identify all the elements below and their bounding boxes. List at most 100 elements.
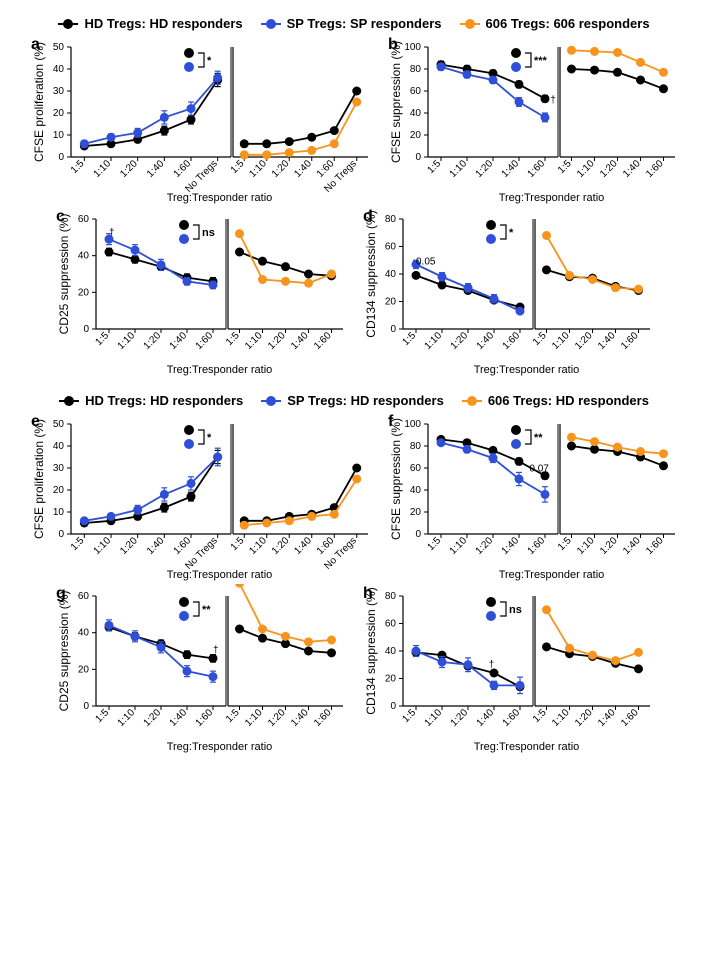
svg-text:30: 30 <box>53 86 65 97</box>
significance-label: ns <box>509 604 522 616</box>
x-axis-label: Treg:Tresponder ratio <box>167 192 273 204</box>
legend-label: HD Tregs: HD responders <box>84 16 242 31</box>
x-tick-label: 1:60 <box>172 158 194 180</box>
x-axis-label: Treg:Tresponder ratio <box>474 741 580 753</box>
legend-label: SP Tregs: SP responders <box>287 16 442 31</box>
x-tick-label: 1:40 <box>475 330 497 352</box>
y-axis-label: CD25 suppression (%) <box>57 214 71 335</box>
svg-text:0: 0 <box>83 701 89 712</box>
svg-text:60: 60 <box>410 463 422 474</box>
x-tick-label: 1:10 <box>575 535 597 557</box>
svg-text:40: 40 <box>53 64 65 75</box>
annotation: 0.07 <box>529 463 549 474</box>
panel-a: aCFSE proliferation (%)010203040501:51:1… <box>29 35 372 207</box>
significance-label: ns <box>202 227 215 239</box>
x-tick-label: 1:40 <box>621 535 643 557</box>
x-tick-label: 1:20 <box>142 707 164 729</box>
figure: HD Tregs: HD responders SP Tregs: SP resp… <box>0 0 708 776</box>
y-axis-label: CD134 suppression (%) <box>364 210 378 337</box>
legend-item: SP Tregs: HD responders <box>261 393 444 408</box>
panel-row-ef: eCFSE proliferation (%)010203040501:51:1… <box>0 412 708 584</box>
legend-marker <box>58 19 78 29</box>
x-tick-label: 1:40 <box>500 535 522 557</box>
svg-text:60: 60 <box>385 619 397 630</box>
x-tick-label: 1:40 <box>596 330 618 352</box>
x-axis-label: Treg:Tresponder ratio <box>499 569 605 581</box>
legend-item: 606 Tregs: HD responders <box>462 393 649 408</box>
svg-text:20: 20 <box>78 287 90 298</box>
x-tick-label: 1:10 <box>247 158 269 180</box>
legend-mid: HD Tregs: HD responders SP Tregs: HD resp… <box>0 393 708 408</box>
chart-d: dCD134 suppression (%)0204060801:51:101:… <box>361 207 654 379</box>
x-tick-label: 1:20 <box>573 707 595 729</box>
x-tick-label: 1:60 <box>172 535 194 557</box>
x-tick-label: 1:10 <box>423 707 445 729</box>
x-tick-label: 1:60 <box>526 158 548 180</box>
legend-marker <box>261 396 281 406</box>
legend-item: HD Tregs: HD responders <box>58 16 242 31</box>
x-tick-label: 1:20 <box>118 158 140 180</box>
chart-f: fCFSE suppression (%)0204060801001:51:10… <box>386 412 679 584</box>
svg-text:50: 50 <box>53 42 65 53</box>
y-axis-label: CFSE suppression (%) <box>389 418 403 540</box>
x-tick-label: 1:20 <box>118 535 140 557</box>
x-tick-label: 1:10 <box>116 330 138 352</box>
y-axis-label: CFSE proliferation (%) <box>32 42 46 162</box>
y-axis-label: CFSE proliferation (%) <box>32 419 46 539</box>
x-tick-label: 1:20 <box>474 535 496 557</box>
significance-label: *** <box>534 55 548 67</box>
panel-b: bCFSE suppression (%)0204060801001:51:10… <box>386 35 679 207</box>
svg-text:40: 40 <box>385 646 397 657</box>
svg-text:80: 80 <box>410 64 422 75</box>
x-tick-label: 1:60 <box>312 330 334 352</box>
svg-text:0: 0 <box>83 324 89 335</box>
annotation: † <box>489 660 495 671</box>
panel-row-gh: gCD25 suppression (%)02040601:51:101:201… <box>0 584 708 756</box>
annotation: 0.05 <box>416 256 436 267</box>
x-tick-label: 1:10 <box>92 535 114 557</box>
x-tick-label: 1:60 <box>194 707 216 729</box>
svg-text:60: 60 <box>78 214 90 225</box>
svg-text:40: 40 <box>410 108 422 119</box>
legend-marker <box>59 396 79 406</box>
x-tick-label: 1:10 <box>550 330 572 352</box>
x-tick-label: 1:60 <box>644 158 666 180</box>
x-tick-label: 1:20 <box>270 158 292 180</box>
y-axis-label: CD134 suppression (%) <box>364 587 378 714</box>
panel-d: dCD134 suppression (%)0204060801:51:101:… <box>361 207 654 379</box>
x-tick-label: 1:40 <box>292 535 314 557</box>
svg-text:80: 80 <box>385 214 397 225</box>
svg-text:20: 20 <box>410 130 422 141</box>
annotation: † <box>213 645 219 656</box>
legend-label: HD Tregs: HD responders <box>85 393 243 408</box>
x-tick-label: 1:60 <box>312 707 334 729</box>
x-tick-label: 1:20 <box>270 535 292 557</box>
legend-label: 606 Tregs: 606 responders <box>486 16 650 31</box>
x-tick-label: 1:20 <box>573 330 595 352</box>
x-tick-label: 1:60 <box>501 330 523 352</box>
x-tick-label: 1:60 <box>194 330 216 352</box>
legend-top: HD Tregs: HD responders SP Tregs: SP resp… <box>0 16 708 31</box>
svg-text:60: 60 <box>78 591 90 602</box>
svg-text:20: 20 <box>385 674 397 685</box>
panel-h: hCD134 suppression (%)0204060801:51:101:… <box>361 584 654 756</box>
x-tick-label: 1:40 <box>596 707 618 729</box>
chart-a: aCFSE proliferation (%)010203040501:51:1… <box>29 35 372 207</box>
svg-text:50: 50 <box>53 419 65 430</box>
x-tick-label: 1:40 <box>289 707 311 729</box>
x-tick-label: 1:10 <box>575 158 597 180</box>
svg-text:0: 0 <box>415 529 421 540</box>
panel-row-ab: aCFSE proliferation (%)010203040501:51:1… <box>0 35 708 207</box>
x-tick-label: 1:40 <box>292 158 314 180</box>
svg-text:40: 40 <box>78 251 90 262</box>
x-tick-label: 1:40 <box>500 158 522 180</box>
legend-item: 606 Tregs: 606 responders <box>460 16 650 31</box>
significance-label: * <box>509 227 514 239</box>
chart-h: hCD134 suppression (%)0204060801:51:101:… <box>361 584 654 756</box>
x-axis-label: Treg:Tresponder ratio <box>167 741 273 753</box>
significance-label: * <box>207 55 212 67</box>
x-tick-label: 1:10 <box>92 158 114 180</box>
x-axis-label: Treg:Tresponder ratio <box>167 569 273 581</box>
panel-g: gCD25 suppression (%)02040601:51:101:201… <box>54 584 347 756</box>
x-tick-label: 1:10 <box>247 535 269 557</box>
